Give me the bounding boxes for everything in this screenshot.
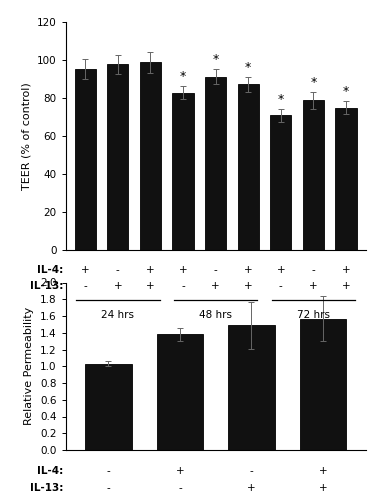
Text: *: * — [213, 53, 219, 66]
Text: +: + — [244, 281, 252, 291]
Text: *: * — [310, 76, 316, 89]
Text: +: + — [342, 265, 350, 275]
Text: *: * — [245, 60, 251, 74]
Bar — [336, 108, 357, 250]
Text: *: * — [278, 93, 284, 106]
Text: -: - — [312, 265, 315, 275]
Text: IL-4:: IL-4: — [38, 466, 64, 476]
Text: IL-4:: IL-4: — [38, 265, 64, 275]
Y-axis label: Relative Permeability: Relative Permeability — [24, 307, 34, 426]
Text: +: + — [342, 281, 350, 291]
Text: +: + — [146, 281, 155, 291]
Text: +: + — [244, 265, 252, 275]
Text: IL-13:: IL-13: — [30, 281, 64, 291]
Text: -: - — [116, 265, 120, 275]
Text: *: * — [180, 70, 186, 83]
Text: 24 hrs: 24 hrs — [101, 310, 134, 320]
Bar — [270, 116, 291, 250]
Text: +: + — [176, 466, 184, 476]
Text: +: + — [146, 265, 155, 275]
Text: -: - — [249, 466, 253, 476]
Text: IL-13:: IL-13: — [30, 483, 64, 493]
Bar — [140, 62, 161, 250]
Y-axis label: TEER (% of control): TEER (% of control) — [21, 82, 31, 190]
Text: -: - — [181, 281, 185, 291]
Bar — [205, 76, 226, 250]
Text: -: - — [106, 483, 110, 493]
Text: +: + — [211, 281, 220, 291]
Bar — [157, 334, 203, 450]
Text: +: + — [276, 265, 285, 275]
Text: *: * — [343, 86, 349, 98]
Bar — [300, 318, 346, 450]
Text: -: - — [279, 281, 283, 291]
Bar — [172, 92, 194, 250]
Text: -: - — [83, 281, 87, 291]
Text: -: - — [106, 466, 110, 476]
Bar — [238, 84, 259, 250]
Text: +: + — [114, 281, 122, 291]
Text: -: - — [214, 265, 217, 275]
Text: +: + — [309, 281, 318, 291]
Text: +: + — [179, 265, 188, 275]
Text: +: + — [318, 483, 327, 493]
Text: 72 hrs: 72 hrs — [297, 310, 330, 320]
Bar — [107, 64, 128, 250]
Bar — [85, 364, 132, 450]
Bar — [75, 69, 96, 250]
Bar — [228, 325, 274, 450]
Bar — [303, 100, 324, 250]
Text: +: + — [318, 466, 327, 476]
Text: 48 hrs: 48 hrs — [199, 310, 232, 320]
Text: -: - — [178, 483, 182, 493]
Text: +: + — [247, 483, 256, 493]
Text: +: + — [81, 265, 90, 275]
